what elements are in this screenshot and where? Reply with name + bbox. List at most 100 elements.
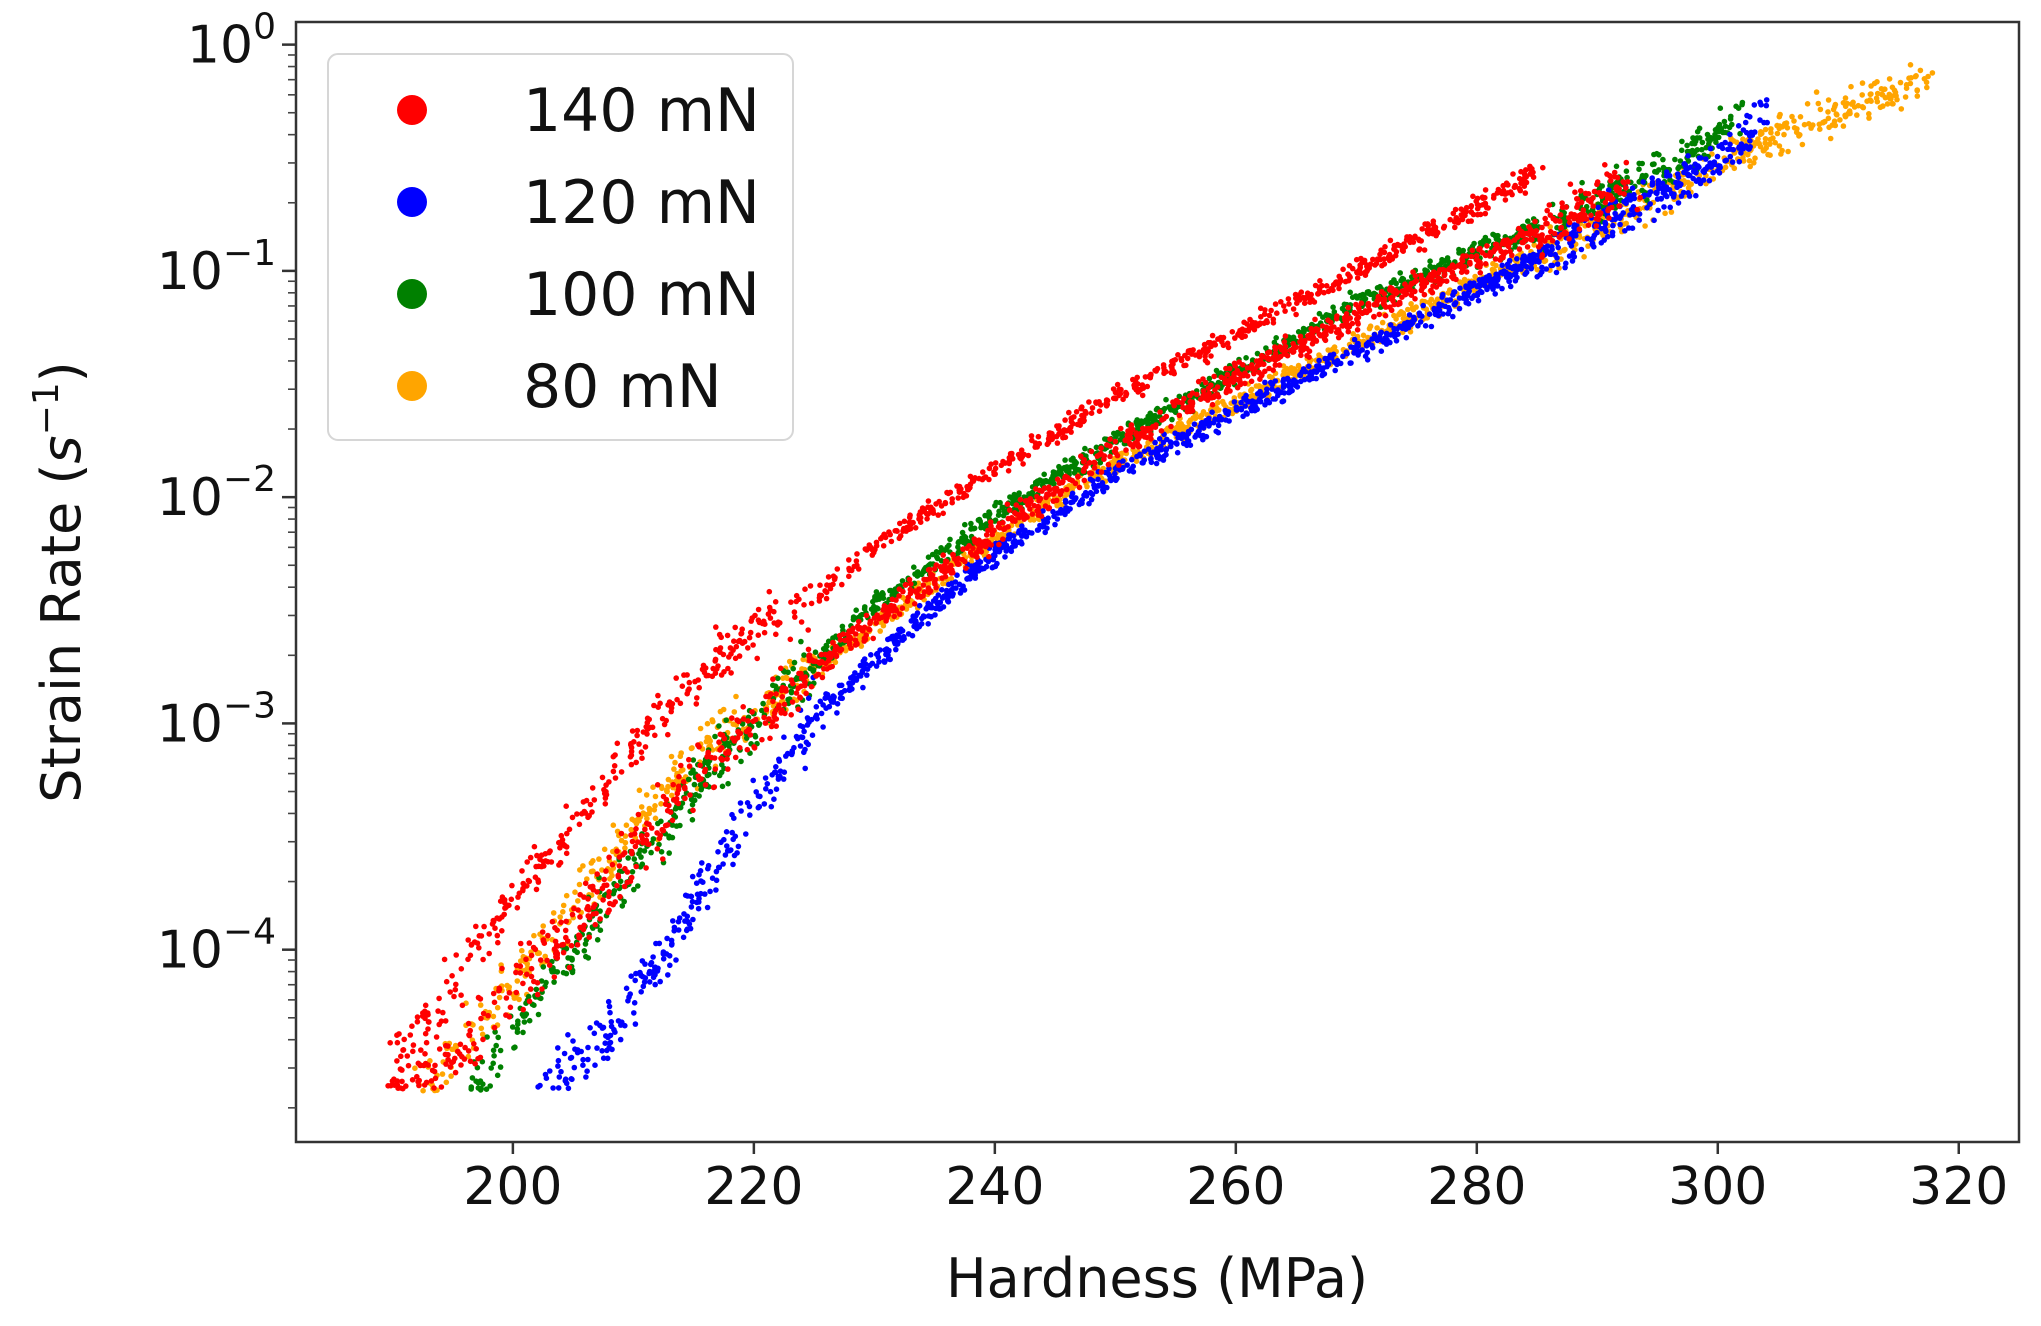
data-point-120-mn [1215,422,1222,429]
data-point-80-mn [540,923,546,929]
data-point-120-mn [632,1021,639,1027]
data-point-100-mn [1243,355,1249,361]
data-point-120-mn [1444,297,1450,304]
data-point-140-mn [589,785,596,791]
data-point-120-mn [996,548,1002,555]
data-point-100-mn [1254,350,1261,357]
data-point-140-mn [556,862,562,868]
data-point-100-mn [1721,118,1728,125]
data-point-140-mn [1047,434,1053,441]
data-point-100-mn [1684,142,1690,149]
data-point-100-mn [788,688,795,695]
data-point-140-mn [1208,353,1214,359]
data-point-100-mn [1599,183,1605,189]
data-point-120-mn [682,918,688,924]
data-point-120-mn [665,972,671,978]
data-point-140-mn [655,704,661,710]
data-point-80-mn [1833,111,1840,117]
data-point-120-mn [1656,185,1662,192]
data-point-80-mn [1379,319,1386,326]
data-point-140-mn [741,638,748,645]
data-point-140-mn [499,928,505,934]
data-point-100-mn [759,707,765,714]
data-point-100-mn [839,623,846,630]
data-point-80-mn [1914,87,1920,93]
data-point-120-mn [801,749,807,756]
data-point-140-mn [912,525,919,531]
data-point-140-mn [524,859,530,865]
data-point-140-mn [766,588,773,595]
data-point-140-mn [1018,447,1025,454]
data-point-100-mn [1347,289,1353,296]
data-point-120-mn [650,974,657,981]
data-point-80-mn [1740,154,1746,161]
data-point-80-mn [1907,62,1914,68]
data-point-100-mn [669,822,676,828]
data-point-120-mn [1621,198,1627,205]
data-point-120-mn [729,829,735,836]
data-point-80-mn [1791,125,1798,131]
data-point-140-mn [441,956,448,963]
data-point-140-mn [443,978,450,985]
data-point-120-mn [1757,117,1763,123]
data-point-120-mn [1307,369,1314,375]
data-point-120-mn [1300,366,1307,372]
data-point-120-mn [1675,180,1682,186]
data-point-120-mn [1433,306,1440,313]
data-point-80-mn [1365,334,1371,341]
data-point-100-mn [1685,158,1692,164]
data-point-100-mn [1694,147,1701,153]
data-point-80-mn [733,693,739,700]
data-point-140-mn [1370,256,1376,263]
data-point-100-mn [962,521,968,528]
data-point-120-mn [1205,421,1211,427]
data-point-140-mn [1018,456,1024,462]
data-point-100-mn [914,569,921,575]
data-point-140-mn [1441,223,1448,230]
data-point-120-mn [550,1085,556,1091]
data-point-140-mn [1522,190,1529,196]
data-point-140-mn [1469,247,1476,254]
data-point-120-mn [631,1010,637,1016]
data-point-140-mn [747,629,754,636]
data-point-120-mn [1197,423,1203,430]
data-point-120-mn [587,1025,593,1031]
data-point-120-mn [709,875,716,881]
data-point-120-mn [1090,478,1096,484]
data-point-140-mn [732,655,739,662]
data-point-140-mn [1353,256,1360,263]
data-point-100-mn [1716,121,1723,128]
data-point-140-mn [1521,171,1528,178]
data-point-100-mn [495,1034,502,1041]
data-point-100-mn [639,861,646,867]
data-point-120-mn [571,1064,578,1071]
data-point-120-mn [780,776,787,782]
data-point-120-mn [1467,283,1474,290]
data-point-100-mn [479,1058,486,1065]
data-point-120-mn [1266,399,1273,406]
data-point-120-mn [1505,263,1512,270]
data-point-140-mn [1266,312,1273,319]
data-point-140-mn [1386,251,1393,258]
data-point-120-mn [1156,436,1163,442]
data-point-120-mn [1522,271,1528,278]
data-point-100-mn [1093,444,1100,451]
data-point-120-mn [1034,527,1041,533]
data-point-120-mn [1136,452,1143,459]
data-point-100-mn [1678,147,1685,154]
data-point-120-mn [861,666,867,672]
data-point-140-mn [462,1044,468,1051]
data-point-80-mn [1832,122,1839,129]
data-point-100-mn [1722,129,1728,136]
data-point-120-mn [1511,263,1517,270]
data-point-140-mn [1272,301,1279,307]
data-point-120-mn [857,673,864,679]
data-point-80-mn [1842,112,1848,119]
data-point-120-mn [1527,258,1534,265]
data-point-140-mn [718,672,725,678]
data-point-140-mn [611,763,618,769]
data-point-120-mn [841,687,848,694]
data-point-80-mn [1688,181,1694,187]
data-point-140-mn [1168,363,1174,369]
data-point-120-mn [1539,264,1545,271]
